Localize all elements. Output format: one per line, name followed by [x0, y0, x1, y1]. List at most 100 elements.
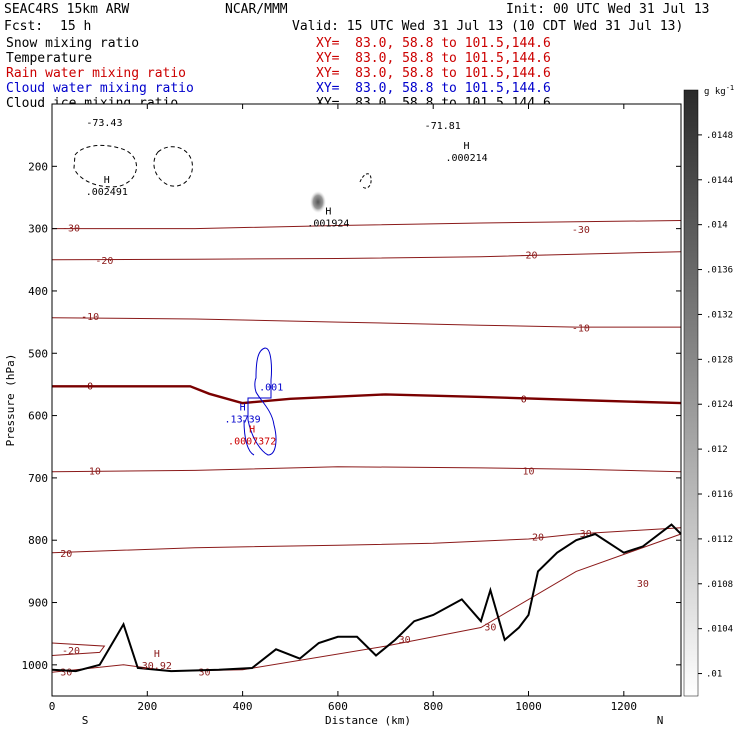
snow-contour-2	[153, 146, 193, 187]
high-marker: H	[104, 175, 110, 186]
isotherm-label: 30	[198, 667, 210, 678]
colorbar-tick-label: .012	[706, 445, 728, 455]
isotherm-label: -10	[81, 312, 99, 323]
isotherm-label: 10	[89, 467, 101, 478]
high-marker: H	[464, 141, 470, 152]
x-end-label: N	[657, 714, 664, 727]
colorbar-tick-label: .01	[706, 670, 722, 680]
org-label: NCAR/MMM	[225, 2, 288, 17]
colorbar-tick-label: .014	[706, 221, 728, 231]
snow-contour-1	[73, 144, 137, 188]
colorbar: g kg-1 .01 .0104 .0108 .0112 .0116 .012 .0124.…	[683, 84, 734, 697]
high-value: .0007372	[228, 437, 276, 448]
y-tick-label: 1000	[22, 659, 49, 672]
colorbar-unit-text: g kg	[704, 87, 726, 97]
annotations: H.000214H.002491H.001924H.13739H.0007372…	[86, 118, 488, 672]
y-tick-label: 700	[28, 472, 48, 485]
isotherm-label: 20	[60, 549, 72, 560]
forecast-label: Fcst:	[4, 19, 44, 34]
isotherm-20-5	[51, 527, 682, 554]
y-tick-label: 900	[28, 597, 48, 610]
x-tick-label: 200	[137, 700, 157, 713]
colorbar-tick-label: .0124	[706, 400, 733, 410]
high-value: 30.92	[142, 661, 172, 672]
plot-frame	[51, 103, 682, 697]
colorbar-tick-label: .0116	[706, 490, 733, 500]
y-tick-label: 500	[28, 347, 48, 360]
terrain-line	[51, 523, 682, 673]
x-tick-label: 1000	[515, 700, 542, 713]
colorbar-tick-label: .0108	[706, 580, 733, 590]
isotherm--10-2	[51, 317, 681, 328]
x-axis-label: Distance (km)	[325, 714, 411, 727]
high-marker: H	[325, 206, 331, 217]
high-marker: H	[249, 425, 255, 436]
high-value: .002491	[86, 187, 128, 198]
colorbar-ramp	[683, 89, 699, 697]
colorbar-tick-label: .0112	[706, 535, 733, 545]
rain-contour	[243, 419, 255, 456]
valid-time: Valid: 15 UTC Wed 31 Jul 13 (10 CDT Wed …	[292, 19, 684, 34]
field-name-cloud-water: Cloud water mixing ratio	[6, 81, 194, 96]
isotherm-label: 30	[484, 622, 496, 633]
high-value: .13739	[225, 415, 261, 426]
isotherm-label: 30	[60, 667, 72, 678]
colorbar-tick-label: .0128	[706, 355, 733, 365]
isotherm-label: -30	[62, 224, 80, 235]
isotherm-label: 30	[637, 579, 649, 590]
y-tick-label: 300	[28, 223, 48, 236]
high-marker: H	[154, 649, 160, 660]
field-xy-rain: XY= 83.0, 58.8 to 101.5,144.6	[316, 66, 551, 81]
y-tick-label: 800	[28, 534, 48, 547]
field-name-rain: Rain water mixing ratio	[6, 66, 187, 81]
cloud-ice-blob	[310, 191, 326, 213]
isotherm-label: 0	[87, 381, 93, 392]
y-tick-label: 400	[28, 285, 48, 298]
colorbar-unit: g kg-1	[704, 84, 734, 97]
high-value: .001924	[307, 218, 349, 229]
x-tick-label: 800	[423, 700, 443, 713]
contour-value-label: -73.43	[86, 118, 122, 129]
colorbar-unit-exp: -1	[726, 84, 734, 92]
snow-contour-3	[359, 173, 372, 189]
colorbar-tick-label: .0144	[706, 176, 733, 186]
y-axis-label: Pressure (hPa)	[4, 354, 17, 447]
field-name-snow: Snow mixing ratio	[6, 36, 140, 51]
y-tick-label: 200	[28, 160, 48, 173]
isotherm-label: -20	[519, 250, 537, 261]
x-tick-label: 600	[328, 700, 348, 713]
isotherm--30-0	[52, 220, 682, 230]
isotherm--20-1	[51, 251, 682, 261]
isotherm-label: -20	[95, 256, 113, 267]
field-name-temperature: Temperature	[6, 51, 93, 66]
field-xy-cloud-water: XY= 83.0, 58.8 to 101.5,144.6	[316, 81, 551, 96]
x-tick-label: 1200	[611, 700, 638, 713]
colorbar-tick-label: .0104	[706, 625, 733, 635]
colorbar-tick-label: .0148	[706, 131, 733, 141]
axes: 0 200 400 600 800 1000 12002003004005006007008…	[22, 104, 681, 713]
field-xy-snow: XY= 83.0, 58.8 to 101.5,144.6	[316, 36, 551, 51]
isotherm-label: 10	[522, 467, 534, 478]
cloud-water-contour	[247, 347, 277, 456]
x-tick-label: 400	[233, 700, 253, 713]
isotherm-label: 0	[521, 394, 527, 405]
contour-value-label: -71.81	[425, 121, 461, 132]
isotherm-label: 30	[580, 529, 592, 540]
contour-value-label: .001	[259, 383, 283, 394]
cloud-features	[73, 144, 372, 456]
terrain	[51, 523, 682, 673]
isotherm-10-4	[51, 466, 682, 473]
isotherm-30-6	[51, 533, 682, 673]
field-xy-temperature: XY= 83.0, 58.8 to 101.5,144.6	[316, 51, 551, 66]
init-time: Init: 00 UTC Wed 31 Jul 13	[506, 2, 710, 17]
colorbar-tick-label: .0136	[706, 266, 733, 276]
isotherm-label: -30	[572, 225, 590, 236]
isotherm-label: -20	[62, 646, 80, 657]
x-tick-label: 0	[49, 700, 56, 713]
high-value: .000214	[445, 153, 487, 164]
isotherm-label: 30	[399, 635, 411, 646]
x-start-label: S	[82, 714, 89, 727]
isotherm-label: 20	[532, 533, 544, 544]
isotherm-label: -10	[572, 323, 590, 334]
